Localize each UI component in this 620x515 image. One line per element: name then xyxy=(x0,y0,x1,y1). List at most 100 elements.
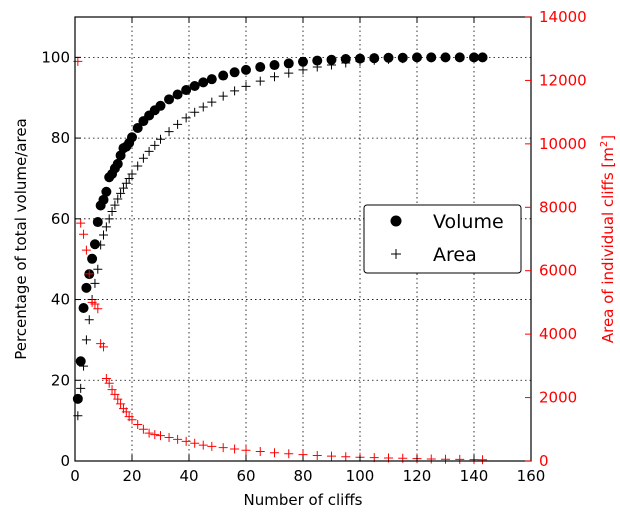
area-point xyxy=(478,52,488,62)
volume-point xyxy=(255,62,266,73)
area-individual-point xyxy=(113,394,123,404)
volume-point xyxy=(269,60,280,71)
area-point xyxy=(121,178,131,188)
volume-point xyxy=(206,74,217,85)
volume-point xyxy=(89,239,100,250)
area-point xyxy=(107,207,117,217)
area-point xyxy=(173,119,183,129)
y-axis-right-label: Area of individual cliffs [m2] xyxy=(599,135,617,343)
volume-point xyxy=(101,186,112,197)
y-right-tick-label: 0 xyxy=(539,452,549,470)
area-point xyxy=(455,52,465,62)
area-point xyxy=(369,55,379,65)
area-point xyxy=(93,264,103,274)
area-individual-point xyxy=(164,433,174,443)
volume-point xyxy=(326,54,337,65)
area-point xyxy=(255,76,265,86)
area-point xyxy=(426,53,436,63)
area-individual-point xyxy=(190,438,200,448)
area-point xyxy=(90,278,100,288)
x-tick-label: 120 xyxy=(403,467,432,485)
y-axis-right-label-main: Area of individual cliffs [m xyxy=(599,147,617,343)
area-point xyxy=(298,65,308,75)
area-individual-point xyxy=(207,441,217,451)
area-point xyxy=(355,56,365,66)
volume-point xyxy=(132,123,143,133)
area-point xyxy=(104,214,114,224)
legend-box xyxy=(363,204,522,274)
y-right-tick-label: 12000 xyxy=(539,71,587,89)
data-marks xyxy=(72,52,488,465)
area-individual-point xyxy=(241,445,251,455)
area-point xyxy=(127,169,137,179)
y-left-tick-label: 40 xyxy=(51,291,70,309)
area-individual-point xyxy=(150,430,160,440)
volume-point xyxy=(81,282,92,293)
area-individual-point xyxy=(99,342,108,352)
y-right-tick-label: 6000 xyxy=(539,262,577,280)
area-point xyxy=(116,188,126,198)
area-point xyxy=(198,102,208,112)
area-individual-point xyxy=(230,444,240,454)
area-point xyxy=(76,383,86,393)
area-individual-point xyxy=(181,436,191,446)
area-individual-point xyxy=(101,374,111,384)
volume-point xyxy=(189,81,200,92)
y-right-tick-label: 2000 xyxy=(539,389,577,407)
area-point xyxy=(150,140,160,150)
area-individual-point xyxy=(81,245,91,255)
area-point xyxy=(270,72,279,82)
area-individual-point xyxy=(478,455,488,465)
area-individual-point xyxy=(173,434,183,444)
area-point xyxy=(207,97,217,107)
area-individual-point xyxy=(312,450,322,460)
volume-point xyxy=(218,70,229,81)
legend-marker-area xyxy=(391,249,401,259)
y-axis-left-label: Percentage of total volume/area xyxy=(12,118,30,360)
area-individual-point xyxy=(121,407,131,417)
area-point xyxy=(144,146,154,156)
area-point xyxy=(190,107,200,117)
volume-point xyxy=(298,56,308,67)
area-individual-point xyxy=(84,269,94,279)
area-individual-point xyxy=(90,299,100,309)
area-point xyxy=(118,183,128,193)
area-point xyxy=(412,53,422,63)
volume-point xyxy=(87,253,98,264)
area-individual-point xyxy=(110,389,120,399)
area-point xyxy=(312,62,322,72)
area-point xyxy=(133,161,143,171)
area-point xyxy=(113,194,123,204)
area-individual-point xyxy=(198,440,208,450)
volume-point xyxy=(155,100,166,111)
volume-point xyxy=(312,55,323,66)
volume-point xyxy=(98,194,109,205)
area-individual-point xyxy=(144,428,154,438)
area-point xyxy=(384,54,393,64)
volume-point xyxy=(78,303,89,314)
y-axis-right-label-superscript: 2 xyxy=(599,141,610,147)
x-tick-label: 0 xyxy=(70,467,80,485)
area-point xyxy=(341,58,351,68)
x-tick-label: 60 xyxy=(236,467,255,485)
area-individual-point xyxy=(127,415,137,425)
area-individual-point xyxy=(327,451,336,461)
area-point xyxy=(84,315,94,325)
area-point xyxy=(79,361,89,371)
x-tick-label: 140 xyxy=(460,467,489,485)
area-point xyxy=(156,134,165,144)
area-individual-point xyxy=(104,378,114,388)
x-tick-label: 40 xyxy=(179,467,198,485)
volume-point xyxy=(181,85,192,96)
y-left-tick-label: 0 xyxy=(60,452,70,470)
volume-point xyxy=(127,132,137,143)
volume-point xyxy=(198,77,209,88)
area-point xyxy=(469,52,479,62)
axis-ticks: 0 20 40 60 80 100 120 140 1600204060801000200040… xyxy=(41,8,586,485)
area-individual-point xyxy=(426,454,436,464)
legend: Volume Area xyxy=(363,204,522,274)
area-individual-point xyxy=(76,218,86,228)
y-right-tick-label: 8000 xyxy=(539,198,577,216)
